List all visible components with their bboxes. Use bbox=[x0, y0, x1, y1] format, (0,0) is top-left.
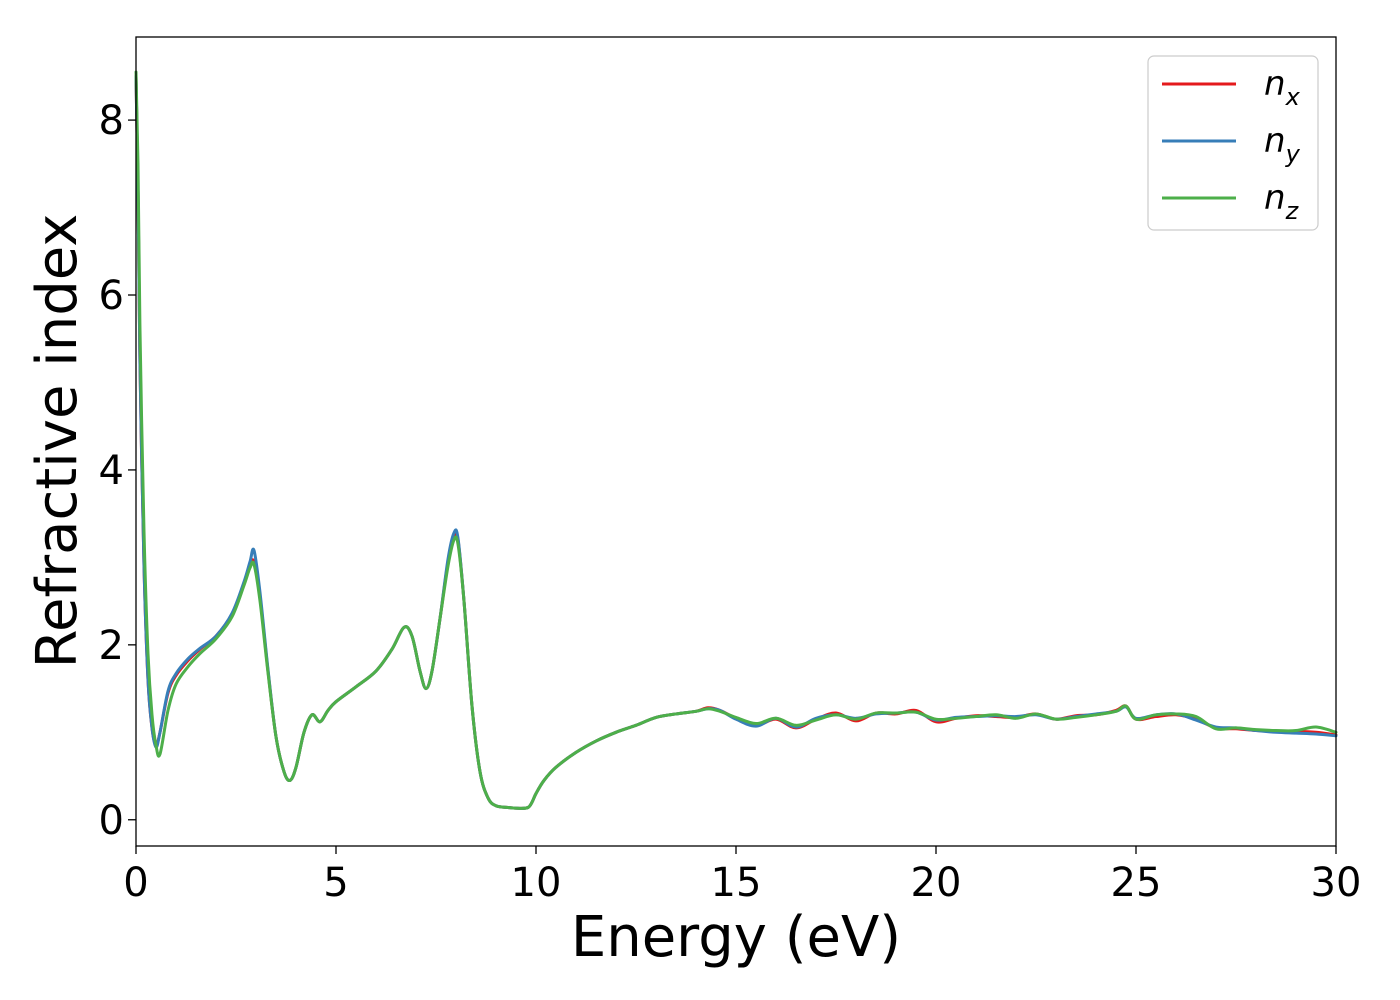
y-tick-label: 2 bbox=[99, 623, 124, 669]
x-tick-label: 5 bbox=[323, 860, 348, 906]
y-axis-ticks: 0 2 4 6 8 bbox=[99, 98, 136, 844]
x-axis-label: Energy (eV) bbox=[571, 905, 901, 970]
y-axis-label: Refractive index bbox=[25, 214, 90, 669]
legend: nx ny nz bbox=[1147, 55, 1319, 231]
series-line-z bbox=[134, 70, 1338, 810]
x-tick-label: 10 bbox=[511, 860, 562, 906]
x-tick-label: 15 bbox=[711, 860, 762, 906]
y-tick-label: 4 bbox=[99, 448, 124, 494]
series-layer bbox=[134, 70, 1338, 810]
x-tick-label: 0 bbox=[123, 860, 148, 906]
x-tick-label: 20 bbox=[911, 860, 962, 906]
x-tick-label: 30 bbox=[1311, 860, 1362, 906]
x-axis-ticks: 0 5 10 15 20 25 30 bbox=[123, 846, 1361, 906]
legend-items: nx ny nz bbox=[1162, 64, 1301, 225]
legend-label-z: nz bbox=[1264, 178, 1300, 225]
legend-box bbox=[1147, 55, 1319, 231]
legend-label-x: nx bbox=[1264, 64, 1301, 111]
legend-label-y: ny bbox=[1264, 121, 1301, 168]
x-tick-label: 25 bbox=[1111, 860, 1162, 906]
y-tick-label: 0 bbox=[99, 798, 124, 844]
y-tick-label: 8 bbox=[99, 98, 124, 144]
y-tick-label: 6 bbox=[99, 273, 124, 319]
